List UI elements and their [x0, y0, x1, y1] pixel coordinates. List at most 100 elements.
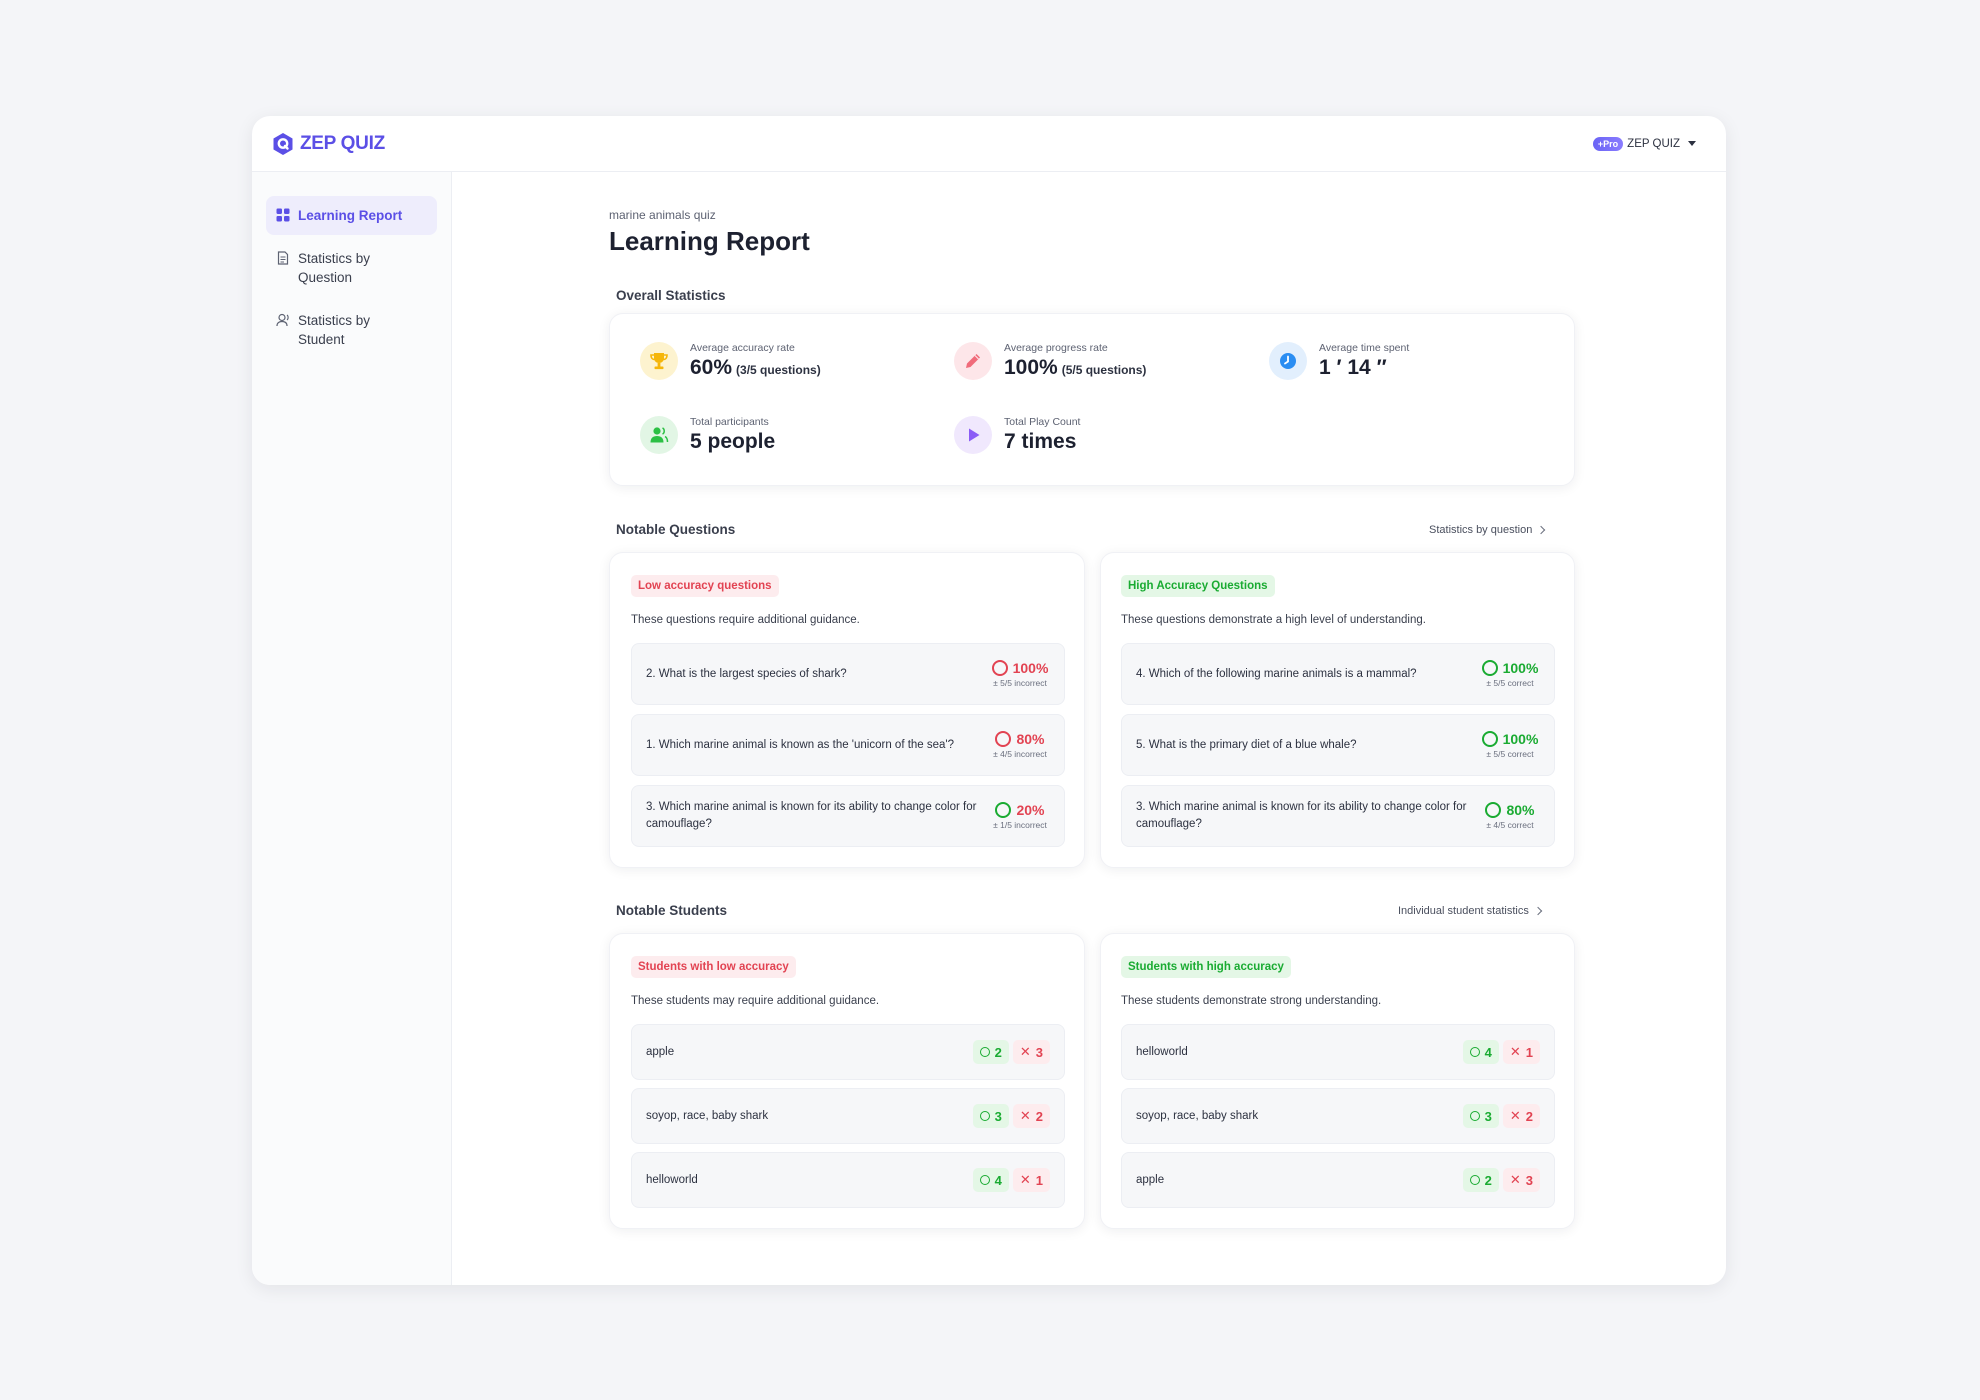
grid-icon	[276, 208, 290, 222]
close-icon: ✕	[1019, 1044, 1031, 1059]
correct-count: 4	[1462, 1040, 1499, 1064]
question-percent: 100%	[1502, 731, 1539, 747]
pro-badge: +Pro	[1592, 136, 1624, 151]
stat-average-accuracy: Average accuracy rate 60% (3/5 questions)	[640, 342, 821, 380]
high-accuracy-students-description: These students demonstrate strong unders…	[1121, 995, 1382, 1007]
student-name: helloworld	[646, 1173, 698, 1186]
stat-total-participants: Total participants 5 people	[640, 416, 775, 454]
question-metric: 100% ± 5/5 incorrect	[990, 660, 1050, 688]
student-row[interactable]: soyop, race, baby shark 3 ✕ 2	[631, 1088, 1065, 1144]
wrong-count-value: 3	[1525, 1172, 1533, 1188]
account-menu[interactable]: +Pro ZEP QUIZ	[1592, 136, 1696, 151]
question-count: ± 5/5 correct	[1486, 678, 1534, 688]
circle-icon	[995, 731, 1012, 747]
stat-label: Total participants	[690, 416, 769, 428]
stat-label: Average time spent	[1319, 342, 1410, 354]
page-title: Learning Report	[609, 226, 810, 256]
high-accuracy-tag: High Accuracy Questions	[1121, 575, 1275, 597]
stat-value-number: 100%	[1004, 356, 1058, 379]
question-row[interactable]: 5. What is the primary diet of a blue wh…	[1121, 714, 1555, 776]
chevron-right-icon	[1533, 906, 1543, 916]
student-row[interactable]: helloworld 4 ✕ 1	[631, 1152, 1065, 1208]
chevron-right-icon	[1537, 525, 1546, 535]
section-title-notable-questions: Notable Questions	[616, 522, 736, 537]
stat-value-number: 7 times	[1004, 430, 1077, 453]
question-metric: 80% ± 4/5 incorrect	[990, 731, 1050, 759]
stat-value-number: 5 people	[690, 430, 776, 453]
correct-count-value: 4	[994, 1172, 1002, 1188]
stat-value: 100% (5/5 questions)	[1004, 356, 1146, 380]
correct-count-value: 3	[994, 1108, 1002, 1124]
pencil-icon	[954, 342, 992, 380]
wrong-count-value: 2	[1035, 1108, 1043, 1124]
student-row[interactable]: helloworld 4 ✕ 1	[1121, 1024, 1555, 1080]
individual-student-statistics-link[interactable]: Individual student statistics	[1398, 905, 1543, 917]
question-text: 1. Which marine animal is known as the '…	[646, 738, 955, 751]
high-accuracy-students-card: Students with high accuracy These studen…	[1100, 933, 1575, 1229]
question-count: ± 5/5 correct	[1486, 749, 1534, 759]
wrong-count: ✕ 1	[1012, 1168, 1050, 1192]
question-row[interactable]: 2. What is the largest species of shark?…	[631, 643, 1065, 705]
question-metric: 100% ± 5/5 correct	[1480, 731, 1540, 759]
stat-average-time: Average time spent 1 ′ 14 ″	[1269, 342, 1409, 380]
user-icon	[276, 313, 289, 327]
quiz-name: marine animals quiz	[609, 208, 716, 222]
student-row[interactable]: apple 2 ✕ 3	[631, 1024, 1065, 1080]
low-accuracy-students-card: Students with low accuracy These student…	[609, 933, 1085, 1229]
document-icon	[277, 251, 289, 265]
close-icon: ✕	[1019, 1172, 1031, 1187]
wrong-count: ✕ 3	[1012, 1040, 1050, 1064]
stat-average-progress: Average progress rate 100% (5/5 questions…	[954, 342, 1146, 380]
question-row[interactable]: 4. Which of the following marine animals…	[1121, 643, 1555, 705]
chevron-down-icon	[1688, 141, 1696, 146]
pro-plus-icon: +	[1597, 138, 1604, 149]
pro-badge-label: Pro	[1603, 138, 1619, 149]
student-name: soyop, race, baby shark	[646, 1109, 769, 1122]
question-count: ± 4/5 correct	[1486, 820, 1534, 830]
sidebar-item-statistics-by-question[interactable]: Statistics by Question	[266, 239, 437, 297]
statistics-by-question-link[interactable]: Statistics by question	[1429, 524, 1546, 536]
users-icon	[640, 416, 678, 454]
low-accuracy-tag: Low accuracy questions	[631, 575, 779, 597]
correct-count: 2	[1462, 1168, 1499, 1192]
question-text: 5. What is the primary diet of a blue wh…	[1136, 738, 1357, 751]
wrong-count: ✕ 2	[1012, 1104, 1050, 1128]
link-label: Individual student statistics	[1398, 905, 1529, 917]
trophy-icon	[640, 342, 678, 380]
correct-count-value: 2	[1484, 1172, 1492, 1188]
question-percent: 100%	[1502, 660, 1539, 676]
student-row[interactable]: apple 2 ✕ 3	[1121, 1152, 1555, 1208]
stat-value-number: 1 ′ 14 ″	[1319, 356, 1387, 379]
student-name: apple	[1136, 1173, 1165, 1186]
circle-icon	[1469, 1175, 1480, 1185]
student-row[interactable]: soyop, race, baby shark 3 ✕ 2	[1121, 1088, 1555, 1144]
correct-count: 2	[972, 1040, 1009, 1064]
stat-value-number: 60%	[690, 356, 733, 379]
question-row[interactable]: 3. Which marine animal is known for its …	[631, 785, 1065, 847]
close-icon: ✕	[1509, 1108, 1521, 1123]
logo[interactable]: ZEP QUIZ	[272, 132, 385, 156]
question-row[interactable]: 3. Which marine animal is known for its …	[1121, 785, 1555, 847]
low-accuracy-description: These questions require additional guida…	[631, 614, 860, 626]
circle-icon	[1469, 1111, 1480, 1121]
sidebar-item-learning-report[interactable]: Learning Report	[266, 196, 437, 235]
correct-count-value: 4	[1484, 1044, 1492, 1060]
question-percent: 100%	[1012, 660, 1049, 676]
account-name: ZEP QUIZ	[1627, 137, 1680, 150]
question-row[interactable]: 1. Which marine animal is known as the '…	[631, 714, 1065, 776]
high-accuracy-questions-card: High Accuracy Questions These questions …	[1100, 552, 1575, 868]
question-percent: 80%	[1506, 802, 1535, 818]
close-icon: ✕	[1509, 1172, 1521, 1187]
sidebar: Learning Report Statistics by Question S…	[252, 172, 452, 1285]
wrong-count: ✕ 1	[1502, 1040, 1540, 1064]
question-text: 3. Which marine animal is known for its …	[646, 801, 977, 830]
correct-count-value: 3	[1484, 1108, 1492, 1124]
circle-icon	[1481, 731, 1498, 747]
logo-icon	[273, 132, 293, 155]
circle-icon	[979, 1111, 990, 1121]
sidebar-item-label: Learning Report	[298, 208, 403, 223]
circle-icon	[1485, 802, 1502, 818]
low-accuracy-questions-card: Low accuracy questions These questions r…	[609, 552, 1085, 868]
sidebar-item-statistics-by-student[interactable]: Statistics by Student	[266, 301, 437, 359]
stat-label: Average accuracy rate	[690, 342, 795, 354]
